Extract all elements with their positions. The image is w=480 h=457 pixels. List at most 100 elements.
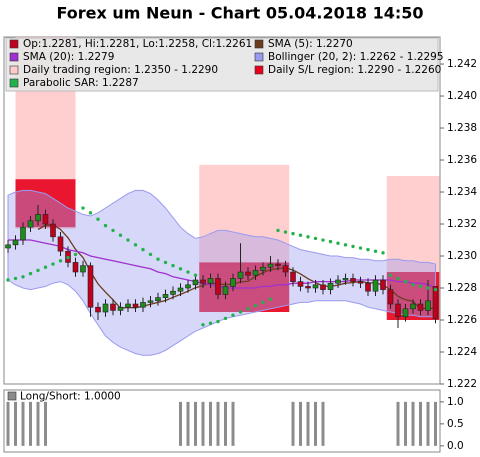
y-tick-label: 1.236 [447, 154, 477, 166]
candle-body [57, 236, 64, 252]
sar-dot [223, 316, 228, 321]
sar-dot [36, 268, 40, 273]
chart-title: Forex um Neun - Chart 05.04.2018 14:50 [56, 4, 423, 23]
candle-body [200, 279, 206, 284]
candle-body [410, 303, 416, 310]
sar-dot [298, 233, 303, 237]
candle-body [357, 281, 364, 284]
candle-body [290, 271, 296, 282]
sar-dot [403, 279, 408, 284]
candle-body [132, 303, 139, 308]
sar-dot [66, 255, 70, 260]
sar-dot [328, 239, 333, 244]
sar-dot [156, 257, 160, 261]
sar-dot [201, 323, 205, 327]
bar [306, 401, 310, 446]
y-tick-label: 1.224 [447, 346, 477, 358]
sar-dot [313, 236, 318, 241]
bar [314, 401, 317, 446]
lower-plot [6, 401, 437, 446]
y-tick-label: 1.222 [447, 378, 477, 390]
candle-body [102, 303, 109, 313]
legend-label: Daily S/L region: 1.2290 - 1.2260 [268, 64, 441, 76]
candle-body [170, 290, 176, 295]
bar [201, 401, 205, 446]
sar-dot [171, 263, 175, 268]
legend-swatch [9, 65, 19, 75]
candle-body [95, 306, 101, 313]
candle-body [380, 279, 386, 290]
legend-swatch [254, 52, 264, 62]
sar-dot [246, 307, 250, 311]
sar-dot [231, 313, 235, 317]
sar-dot [268, 297, 273, 301]
y-tick-label: 0.5 [447, 418, 464, 430]
sma-line [37, 224, 436, 310]
candle-body [80, 265, 86, 273]
legend-swatch [254, 39, 264, 49]
sar-dot [118, 233, 123, 237]
legend-box [5, 37, 439, 92]
sar-dot [28, 271, 33, 276]
sar-dot [73, 252, 78, 257]
sar-dot [388, 273, 393, 277]
bar [321, 401, 325, 446]
bar [426, 401, 430, 446]
y-tick-label: 1.232 [447, 218, 477, 230]
sar-dot [51, 262, 55, 266]
candle-body [117, 306, 124, 311]
sma-line [8, 239, 436, 289]
candle-body [365, 282, 371, 292]
sar-dot [148, 252, 153, 257]
sar-dot [426, 286, 430, 290]
candle-body [42, 214, 49, 225]
candle-body [275, 263, 281, 266]
legend-swatch [254, 65, 264, 75]
sar-dot [373, 249, 378, 253]
candle-body [417, 303, 424, 311]
candle-body [185, 284, 191, 289]
bar [179, 401, 182, 446]
sar-dot [343, 243, 348, 247]
candle-body [395, 303, 401, 318]
region [386, 176, 440, 273]
bar [44, 401, 47, 446]
candle-body [27, 220, 34, 228]
sar-dot [126, 238, 130, 242]
sar-dot [283, 230, 288, 234]
legend-label: Op:1.2281, Hi:1.2281, Lo:1.2258, Cl:1.22… [23, 38, 252, 50]
candle-body [162, 294, 169, 298]
candle-body [260, 266, 266, 271]
sar-dot [351, 244, 355, 249]
sar-dot [178, 267, 183, 271]
sar-dot [6, 278, 10, 282]
legend-swatch [9, 78, 19, 88]
overlay: 1.222 1.224 1.226 1.228 1.230 1.232 1.234 1.236… [5, 4, 477, 452]
legend-swatch [7, 391, 17, 401]
y-tick-label: 1.228 [447, 282, 477, 294]
sar-dot [306, 235, 310, 239]
candle-body [350, 278, 356, 282]
candle-body [207, 278, 214, 284]
y-tick-label: 0.0 [447, 440, 464, 452]
sar-dot [96, 217, 100, 221]
main-plot [5, 37, 440, 356]
sar-dot [133, 243, 138, 247]
y-tick-label: 1.242 [447, 58, 477, 70]
candle-body [432, 286, 439, 319]
bar [21, 401, 25, 446]
candle-body [20, 226, 26, 241]
candle-body [50, 223, 56, 238]
candle-body [177, 287, 184, 292]
bar [14, 401, 17, 446]
sar-dot [396, 276, 400, 281]
sar-dot [13, 276, 18, 281]
candle-body [327, 282, 334, 290]
candle-body [12, 239, 19, 246]
legend-label: SMA (20): 1.2279 [23, 51, 114, 63]
sar-dot [291, 231, 295, 236]
legend-label: SMA (5): 1.2270 [268, 38, 353, 50]
sar-dot [381, 251, 385, 255]
candle-body [402, 308, 409, 318]
bar [396, 401, 400, 446]
